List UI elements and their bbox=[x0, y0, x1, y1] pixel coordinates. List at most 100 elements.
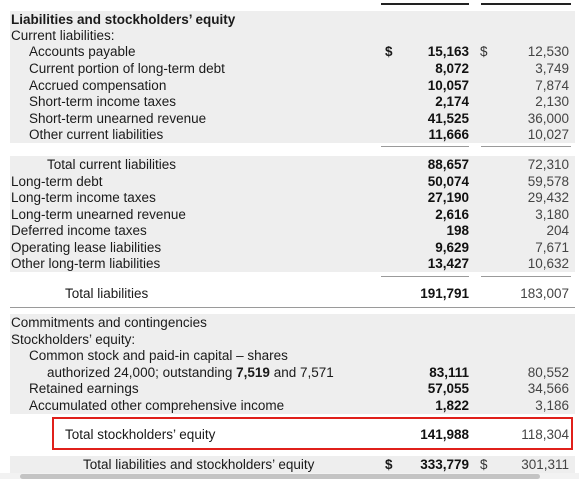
row-label: Common stock and paid-in capital – share… bbox=[29, 348, 288, 363]
table-row: Accrued compensation 10,057 7,874 bbox=[10, 77, 575, 94]
highlight-box bbox=[52, 417, 573, 450]
table-row: Accumulated other comprehensive income 1… bbox=[10, 397, 575, 414]
table-row: Operating lease liabilities 9,629 7,671 bbox=[10, 239, 575, 256]
current-liabilities-label: Current liabilities: bbox=[11, 28, 115, 43]
common-stock-row-1: Common stock and paid-in capital – share… bbox=[10, 347, 575, 364]
current-value: 10,057 bbox=[427, 78, 469, 93]
subtotal-rule-current bbox=[381, 146, 469, 147]
total-current-row: Total current liabilities 88,657 72,310 bbox=[10, 156, 575, 173]
current-value: 191,791 bbox=[420, 286, 469, 301]
current-year-column-rule bbox=[381, 3, 469, 5]
prior-value: 7,671 bbox=[535, 240, 569, 255]
row-label: Total current liabilities bbox=[47, 157, 177, 172]
current-value: 333,779 bbox=[420, 457, 469, 472]
prior-value: 301,311 bbox=[521, 457, 569, 472]
current-value: 83,111 bbox=[429, 365, 469, 380]
table-row: Short-term income taxes 2,174 2,130 bbox=[10, 93, 575, 110]
subtotal-rule-current bbox=[381, 276, 469, 277]
total-liabilities-row: Total liabilities 191,791 183,007 bbox=[10, 285, 575, 302]
row-label: Deferred income taxes bbox=[11, 223, 147, 238]
prior-value: 204 bbox=[546, 223, 569, 238]
dollar-sign: $ bbox=[480, 457, 488, 472]
table-row: Deferred income taxes 198 204 bbox=[10, 222, 575, 239]
prior-value: 59,578 bbox=[527, 174, 569, 189]
row-label: Stockholders’ equity: bbox=[11, 332, 136, 347]
row-label: Other long-term liabilities bbox=[11, 256, 161, 271]
current-value: 11,666 bbox=[428, 127, 469, 142]
shares-outstanding-bold: 7,519 bbox=[236, 365, 270, 380]
prior-value: 10,632 bbox=[527, 256, 569, 271]
row-label: Total stockholders’ equity bbox=[65, 427, 216, 442]
subtotal-rule-prior bbox=[481, 146, 571, 147]
current-value: 9,629 bbox=[435, 240, 469, 255]
prior-value: 3,180 bbox=[535, 207, 569, 222]
subtotal-rule-prior bbox=[481, 276, 571, 277]
dollar-sign: $ bbox=[385, 457, 393, 472]
table-row: Long-term income taxes 27,190 29,432 bbox=[10, 189, 575, 206]
prior-year-column-rule bbox=[481, 3, 571, 5]
current-value: 1,822 bbox=[435, 398, 469, 413]
common-stock-row-2: authorized 24,000; outstanding 7,519 and… bbox=[10, 364, 575, 381]
prior-value: 12,530 bbox=[527, 44, 569, 59]
table-row: Other long-term liabilities 13,427 10,63… bbox=[10, 255, 575, 272]
row-label: Retained earnings bbox=[29, 381, 139, 396]
equity-label-row: Stockholders’ equity: bbox=[10, 331, 575, 348]
table-row: Current portion of long-term debt 8,072 … bbox=[10, 60, 575, 77]
row-label: Long-term income taxes bbox=[11, 190, 156, 205]
dollar-sign: $ bbox=[385, 44, 393, 59]
current-liabilities-label-row: Current liabilities: bbox=[10, 27, 575, 44]
row-label: Total liabilities bbox=[65, 286, 149, 301]
row-label: Total liabilities and stockholders’ equi… bbox=[83, 457, 315, 472]
current-value: 2,616 bbox=[435, 207, 469, 222]
prior-value: 7,874 bbox=[535, 78, 569, 93]
row-label: Accounts payable bbox=[29, 44, 136, 59]
current-value: 13,427 bbox=[427, 256, 469, 271]
table-row: Retained earnings 57,055 34,566 bbox=[10, 380, 575, 397]
section-header: Liabilities and stockholders’ equity bbox=[11, 12, 236, 27]
prior-value: 36,000 bbox=[527, 111, 569, 126]
row-label: Short-term unearned revenue bbox=[29, 111, 207, 126]
prior-value: 72,310 bbox=[527, 157, 569, 172]
table-row: Accounts payable $ 15,163 $ 12,530 bbox=[10, 43, 575, 60]
row-label: Current portion of long-term debt bbox=[29, 61, 225, 76]
dollar-sign: $ bbox=[480, 44, 488, 59]
section-rule bbox=[10, 307, 575, 308]
prior-value: 3,186 bbox=[535, 398, 569, 413]
horizontal-scrollbar-thumb[interactable] bbox=[20, 474, 540, 479]
prior-value: 34,566 bbox=[527, 381, 569, 396]
current-value: 15,163 bbox=[427, 44, 469, 59]
row-label: authorized 24,000; outstanding 7,519 and… bbox=[47, 364, 334, 381]
table-row: Short-term unearned revenue 41,525 36,00… bbox=[10, 110, 575, 127]
current-value: 41,525 bbox=[427, 111, 469, 126]
current-value: 8,072 bbox=[435, 61, 469, 76]
table-row: Long-term debt 50,074 59,578 bbox=[10, 173, 575, 190]
shares-text-suffix: and 7,571 bbox=[269, 365, 334, 380]
row-label: Long-term unearned revenue bbox=[11, 207, 186, 222]
row-label: Accrued compensation bbox=[29, 78, 167, 93]
current-value: 27,190 bbox=[427, 190, 469, 205]
current-value: 50,074 bbox=[427, 174, 469, 189]
current-value: 57,055 bbox=[427, 381, 469, 396]
total-equity-row: Total stockholders’ equity 141,988 118,3… bbox=[10, 426, 575, 443]
row-label: Commitments and contingencies bbox=[11, 315, 207, 330]
prior-value: 2,130 bbox=[535, 94, 569, 109]
prior-value: 3,749 bbox=[535, 61, 569, 76]
row-label: Other current liabilities bbox=[29, 127, 164, 142]
current-value: 141,988 bbox=[420, 427, 469, 442]
section-header-row: Liabilities and stockholders’ equity bbox=[10, 11, 575, 28]
current-value: 198 bbox=[446, 223, 469, 238]
row-label: Operating lease liabilities bbox=[11, 240, 162, 255]
current-value: 2,174 bbox=[435, 94, 469, 109]
row-label: Short-term income taxes bbox=[29, 94, 177, 109]
total-liabilities-equity-row: Total liabilities and stockholders’ equi… bbox=[10, 456, 575, 473]
prior-value: 118,304 bbox=[521, 427, 569, 442]
commitments-row: Commitments and contingencies bbox=[10, 314, 575, 331]
current-value: 88,657 bbox=[427, 157, 469, 172]
row-label: Long-term debt bbox=[11, 174, 103, 189]
shares-text-prefix: authorized 24,000; outstanding bbox=[47, 365, 237, 380]
prior-value: 29,432 bbox=[527, 190, 569, 205]
prior-value: 183,007 bbox=[520, 286, 569, 301]
table-row: Other current liabilities 11,666 10,027 bbox=[10, 126, 575, 143]
prior-value: 80,552 bbox=[527, 365, 569, 380]
prior-value: 10,027 bbox=[527, 127, 569, 142]
